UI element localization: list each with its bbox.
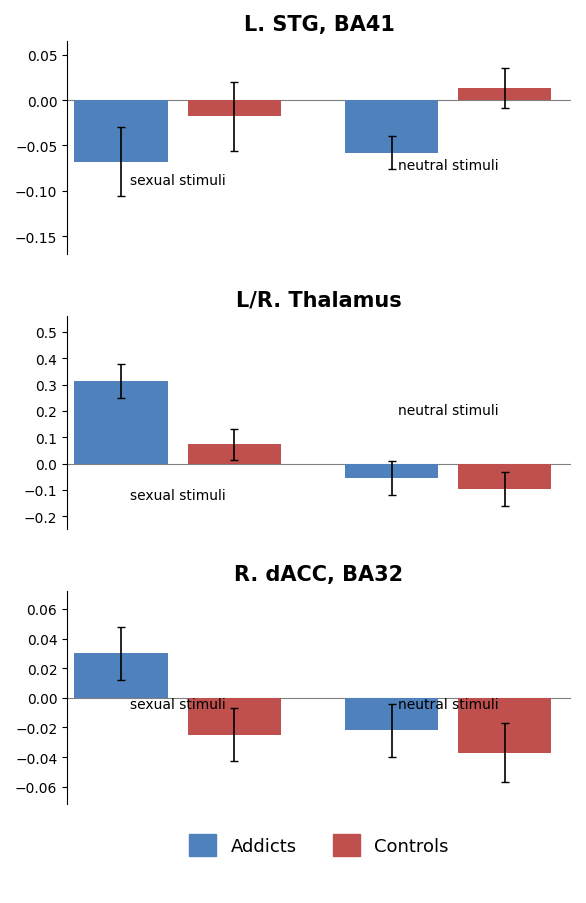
Text: neutral stimuli: neutral stimuli bbox=[398, 404, 499, 417]
Bar bbox=[188, 101, 281, 117]
Bar bbox=[345, 698, 438, 731]
Bar bbox=[345, 101, 438, 154]
Bar bbox=[345, 464, 438, 479]
Text: sexual stimuli: sexual stimuli bbox=[130, 173, 226, 188]
Bar bbox=[458, 89, 551, 101]
Bar bbox=[188, 698, 281, 735]
Text: sexual stimuli: sexual stimuli bbox=[130, 489, 226, 503]
Text: neutral stimuli: neutral stimuli bbox=[398, 697, 499, 712]
Bar bbox=[188, 445, 281, 464]
Title: R. dACC, BA32: R. dACC, BA32 bbox=[234, 564, 404, 584]
Bar bbox=[74, 381, 168, 464]
Bar bbox=[74, 654, 168, 698]
Bar bbox=[458, 698, 551, 753]
Title: L. STG, BA41: L. STG, BA41 bbox=[244, 15, 394, 35]
Title: L/R. Thalamus: L/R. Thalamus bbox=[236, 290, 402, 310]
Text: sexual stimuli: sexual stimuli bbox=[130, 697, 226, 712]
Bar bbox=[458, 464, 551, 489]
Legend: Addicts, Controls: Addicts, Controls bbox=[182, 827, 456, 863]
Bar bbox=[74, 101, 168, 163]
Text: neutral stimuli: neutral stimuli bbox=[398, 159, 499, 172]
